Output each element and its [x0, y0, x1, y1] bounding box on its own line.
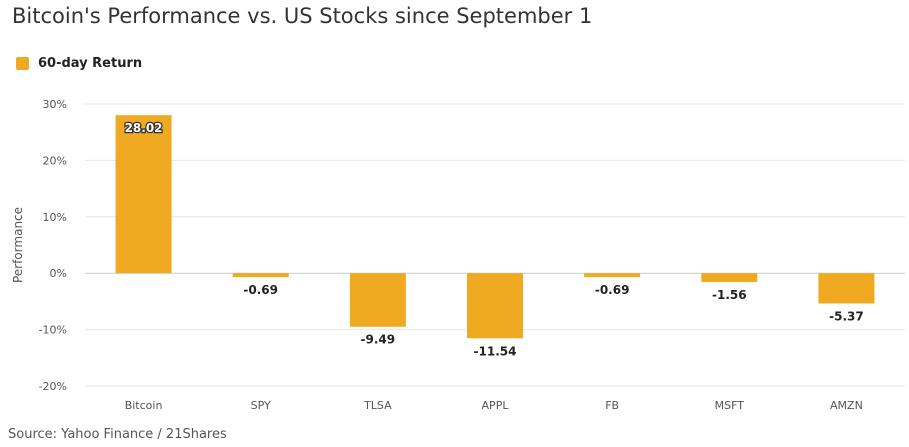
- y-tick-label: -20%: [39, 380, 67, 393]
- y-tick-label: 10%: [43, 211, 67, 224]
- data-labels: 28.02 -0.69 -9.49 -11.54 -0.69 -1.56 -5.37: [123, 120, 864, 358]
- data-label-bitcoin: 28.02: [125, 121, 163, 135]
- bar-amzn[interactable]: [818, 273, 875, 304]
- data-label-fb: -0.69: [595, 283, 630, 297]
- source-note: Source: Yahoo Finance / 21Shares: [8, 427, 227, 442]
- bar-msft[interactable]: [701, 273, 758, 282]
- data-label-tlsa: -9.49: [361, 333, 396, 347]
- y-tick-label: 0%: [50, 267, 67, 280]
- x-tick-label: SPY: [251, 399, 271, 412]
- x-tick-label: APPL: [482, 399, 510, 412]
- y-tick-label: -10%: [39, 324, 67, 337]
- y-tick-label: 30%: [43, 98, 67, 111]
- legend-label: 60-day Return: [38, 56, 143, 71]
- bar-bitcoin[interactable]: [115, 115, 172, 274]
- data-label-amzn: -5.37: [829, 309, 864, 323]
- legend[interactable]: 60-day Return: [16, 56, 142, 71]
- y-tick-label: 20%: [43, 154, 67, 167]
- chart-title: Bitcoin's Performance vs. US Stocks sinc…: [12, 4, 593, 28]
- legend-swatch: [16, 57, 29, 70]
- bar-appl[interactable]: [467, 273, 523, 339]
- x-tick-label: FB: [605, 399, 619, 412]
- bar-spy[interactable]: [232, 273, 289, 278]
- bar-fb[interactable]: [584, 273, 641, 278]
- bars: [115, 115, 875, 339]
- x-tick-label: AMZN: [830, 399, 863, 412]
- x-tick-label: TLSA: [363, 399, 392, 412]
- data-label-msft: -1.56: [712, 288, 747, 302]
- y-axis-label: Performance: [11, 207, 25, 283]
- data-label-appl: -11.54: [474, 344, 517, 358]
- x-tick-label: Bitcoin: [125, 399, 163, 412]
- x-axis: Bitcoin SPY TLSA APPL FB MSFT AMZN: [125, 399, 863, 412]
- y-axis: -20% -10% 0% 10% 20% 30%: [39, 98, 67, 393]
- data-label-spy: -0.69: [243, 283, 278, 297]
- bar-tlsa[interactable]: [349, 273, 406, 327]
- x-tick-label: MSFT: [715, 399, 745, 412]
